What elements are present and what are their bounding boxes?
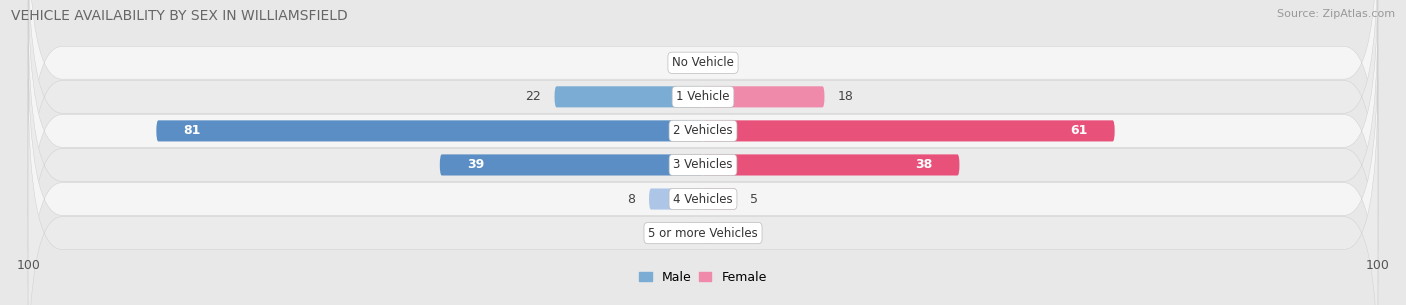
FancyBboxPatch shape — [28, 45, 1378, 305]
FancyBboxPatch shape — [28, 0, 1378, 285]
FancyBboxPatch shape — [703, 188, 737, 210]
Text: 5 or more Vehicles: 5 or more Vehicles — [648, 227, 758, 239]
Legend: Male, Female: Male, Female — [634, 266, 772, 289]
FancyBboxPatch shape — [650, 188, 703, 210]
Text: 38: 38 — [915, 159, 932, 171]
FancyBboxPatch shape — [703, 223, 717, 244]
Text: 0: 0 — [717, 56, 724, 69]
Text: VEHICLE AVAILABILITY BY SEX IN WILLIAMSFIELD: VEHICLE AVAILABILITY BY SEX IN WILLIAMSF… — [11, 9, 349, 23]
FancyBboxPatch shape — [703, 120, 1115, 142]
Text: 1 Vehicle: 1 Vehicle — [676, 90, 730, 103]
Text: 22: 22 — [526, 90, 541, 103]
FancyBboxPatch shape — [703, 154, 959, 175]
Text: 39: 39 — [467, 159, 484, 171]
Text: 3 Vehicles: 3 Vehicles — [673, 159, 733, 171]
Text: 8: 8 — [627, 192, 636, 206]
FancyBboxPatch shape — [28, 0, 1378, 251]
FancyBboxPatch shape — [689, 223, 703, 244]
FancyBboxPatch shape — [28, 79, 1378, 305]
FancyBboxPatch shape — [554, 86, 703, 107]
Text: 81: 81 — [183, 124, 201, 137]
FancyBboxPatch shape — [156, 120, 703, 142]
Text: 5: 5 — [751, 192, 758, 206]
Text: Source: ZipAtlas.com: Source: ZipAtlas.com — [1277, 9, 1395, 19]
Text: 4 Vehicles: 4 Vehicles — [673, 192, 733, 206]
Text: 2: 2 — [730, 227, 738, 239]
Text: No Vehicle: No Vehicle — [672, 56, 734, 69]
FancyBboxPatch shape — [28, 11, 1378, 305]
FancyBboxPatch shape — [703, 86, 824, 107]
Text: 2: 2 — [668, 227, 676, 239]
Text: 2 Vehicles: 2 Vehicles — [673, 124, 733, 137]
FancyBboxPatch shape — [440, 154, 703, 175]
Text: 18: 18 — [838, 90, 853, 103]
Text: 61: 61 — [1070, 124, 1088, 137]
FancyBboxPatch shape — [28, 0, 1378, 217]
Text: 0: 0 — [682, 56, 689, 69]
